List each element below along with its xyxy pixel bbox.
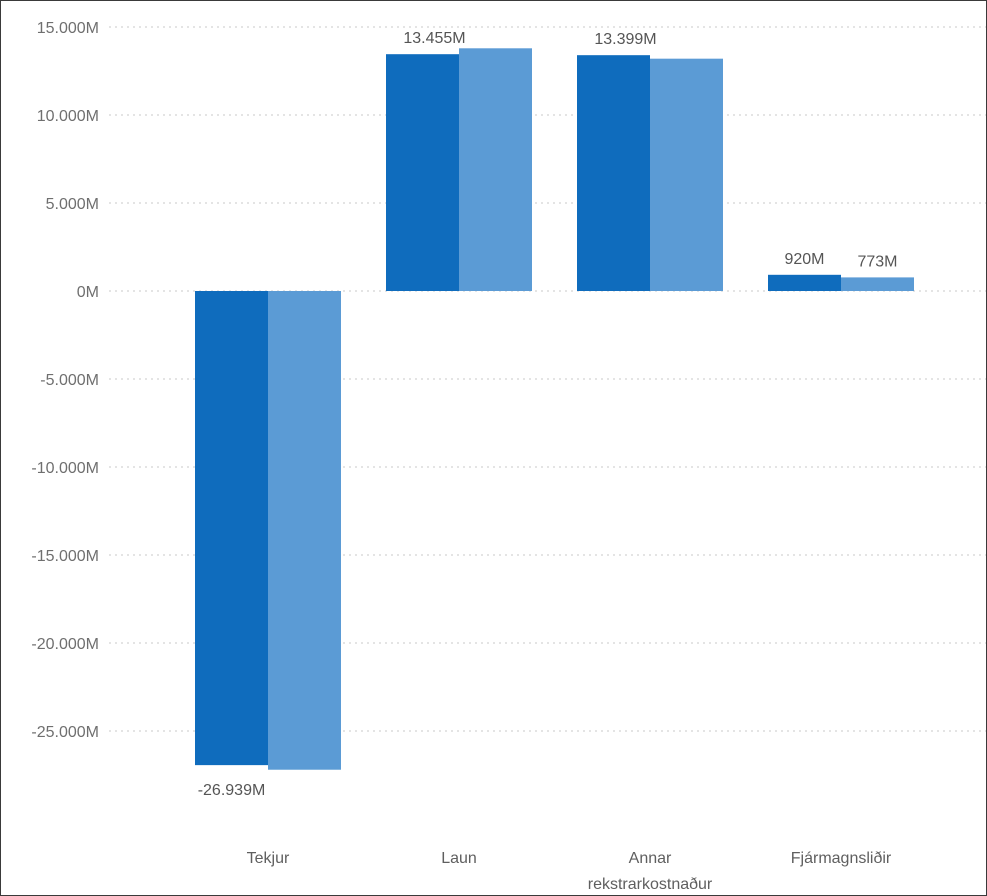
category-label-line: rekstrarkostnaður bbox=[588, 876, 713, 893]
gridlines bbox=[109, 26, 986, 732]
category-label-2: Laun bbox=[441, 850, 477, 867]
category-label-line: Fjármagnsliðir bbox=[791, 850, 892, 867]
category-label-1: Tekjur bbox=[247, 850, 290, 867]
category-label-line: Annar bbox=[629, 850, 672, 867]
y-tick-label-3: 0M bbox=[77, 284, 99, 301]
y-tick-label-0: 15.000M bbox=[37, 20, 99, 37]
y-tick-label-4: -5.000M bbox=[40, 372, 99, 389]
data-labels: -26.939M 13.455M 13.399M 920M 773M bbox=[198, 30, 898, 799]
bar-s1-c1[interactable] bbox=[195, 291, 268, 766]
bars bbox=[195, 48, 914, 770]
category-label-3: Annar rekstrarkostnaður bbox=[588, 850, 713, 893]
y-tick-label-7: -20.000M bbox=[31, 636, 99, 653]
y-tick-label-5: -10.000M bbox=[31, 460, 99, 477]
y-tick-label-1: 10.000M bbox=[37, 108, 99, 125]
y-axis-tick-labels: 15.000M 10.000M 5.000M 0M -5.000M -10.000M -15… bbox=[31, 20, 99, 741]
data-label-4: 773M bbox=[857, 253, 897, 270]
data-label-1: 13.455M bbox=[403, 30, 465, 47]
data-label-0: -26.939M bbox=[198, 782, 266, 799]
x-axis-category-labels: Tekjur Laun Annar rekstrarkostnaður Fjármagn… bbox=[247, 850, 892, 893]
y-tick-label-8: -25.000M bbox=[31, 724, 99, 741]
data-label-2: 13.399M bbox=[594, 31, 656, 48]
bar-s2-c4[interactable] bbox=[841, 277, 914, 291]
y-tick-label-2: 5.000M bbox=[46, 196, 99, 213]
bar-s2-c2[interactable] bbox=[459, 48, 532, 291]
bar-s1-c4[interactable] bbox=[768, 274, 841, 291]
bar-s1-c2[interactable] bbox=[386, 54, 459, 291]
data-label-3: 920M bbox=[784, 251, 824, 268]
y-tick-label-6: -15.000M bbox=[31, 548, 99, 565]
category-label-4: Fjármagnsliðir bbox=[791, 850, 892, 867]
category-label-line: Tekjur bbox=[247, 850, 290, 867]
bar-s2-c1[interactable] bbox=[268, 291, 341, 770]
category-label-line: Laun bbox=[441, 850, 477, 867]
bar-s2-c3[interactable] bbox=[650, 58, 723, 292]
bar-s1-c3[interactable] bbox=[577, 55, 650, 292]
